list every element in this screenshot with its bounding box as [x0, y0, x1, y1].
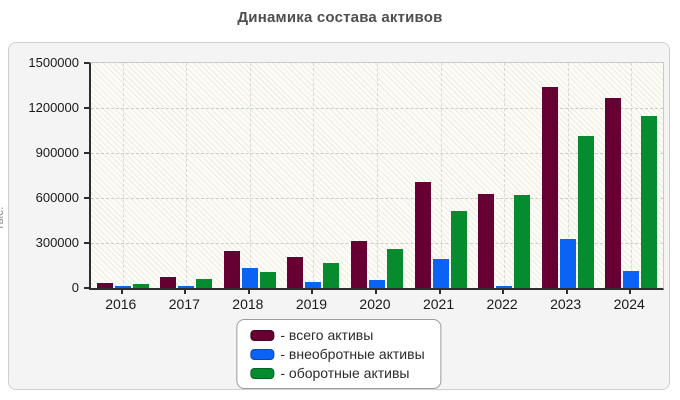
x-tick-mark — [311, 289, 314, 294]
v-gridline — [567, 63, 569, 288]
x-tick-mark — [438, 289, 441, 294]
bar-noncurrent-2018 — [241, 267, 258, 288]
bar-noncurrent-2022 — [496, 286, 513, 288]
y-tick-label: 1500000 — [28, 55, 79, 70]
bar-noncurrent-2021 — [432, 258, 449, 288]
bar-current-2021 — [450, 210, 467, 288]
bar-total-2018 — [223, 251, 240, 288]
bar-total-2020 — [350, 240, 367, 288]
x-tick-mark — [565, 289, 568, 294]
bar-total-2022 — [478, 193, 495, 288]
x-tick-label-2022: 2022 — [486, 296, 518, 312]
bar-group-2018 — [218, 251, 282, 288]
legend-label: - внеобротные активы — [280, 346, 425, 362]
y-tick-label: 900000 — [35, 145, 79, 160]
y-tick-label: 1200000 — [28, 100, 79, 115]
v-gridline — [249, 63, 251, 288]
x-tick-mark — [375, 289, 377, 294]
legend-label: - всего активы — [280, 327, 374, 343]
plot-area — [89, 62, 664, 290]
x-tick-label-2021: 2021 — [422, 296, 455, 312]
bar-noncurrent-2017 — [178, 286, 195, 288]
x-tick-label-2020: 2020 — [359, 296, 391, 312]
legend-label: - оборотные активы — [280, 365, 410, 381]
bar-current-2016 — [132, 284, 149, 288]
bar-group-2023 — [536, 87, 600, 288]
bar-current-2024 — [641, 115, 658, 288]
v-gridline — [440, 63, 442, 288]
legend-swatch-icon — [250, 367, 275, 379]
bar-group-2020 — [345, 240, 409, 288]
v-gridline — [377, 63, 378, 288]
bar-total-2019 — [287, 256, 304, 288]
y-tick-label: 0 — [71, 280, 79, 295]
x-tick-label-2016: 2016 — [105, 296, 137, 312]
bar-noncurrent-2016 — [114, 286, 131, 288]
legend: - всего активы - внеобротные активы - обор… — [236, 319, 442, 389]
x-tick-mark — [502, 289, 505, 294]
v-gridline — [631, 63, 633, 288]
x-tick-label-2019: 2019 — [295, 296, 328, 312]
bar-group-2024 — [599, 98, 663, 288]
bar-current-2018 — [259, 271, 276, 288]
x-tick-mark — [120, 289, 123, 294]
bar-group-2019 — [282, 256, 346, 288]
legend-swatch-icon — [250, 348, 275, 360]
x-tick-label-2017: 2017 — [168, 296, 200, 312]
v-gridline — [122, 63, 124, 288]
x-tick-mark — [629, 289, 632, 294]
bar-current-2020 — [386, 249, 403, 288]
bar-group-2016 — [91, 282, 155, 288]
v-gridline — [313, 63, 315, 288]
bar-group-2022 — [472, 193, 536, 288]
y-tick-mark — [84, 152, 89, 154]
y-tick-label: 600000 — [35, 190, 79, 205]
bar-total-2024 — [605, 98, 622, 288]
chart-title: Динамика состава активов — [237, 9, 443, 26]
bar-current-2023 — [577, 135, 594, 288]
y-tick-mark — [84, 62, 89, 64]
bar-total-2017 — [160, 276, 177, 288]
y-tick-mark — [84, 197, 89, 199]
bar-noncurrent-2023 — [559, 239, 576, 288]
legend-item: - оборотные активы — [250, 365, 424, 381]
v-gridline — [504, 63, 506, 288]
x-tick-label-2023: 2023 — [550, 296, 582, 312]
x-tick-mark — [247, 289, 250, 294]
bar-current-2017 — [196, 278, 213, 288]
legend-item: - внеобротные активы — [250, 346, 425, 362]
bar-current-2022 — [514, 195, 531, 288]
bar-noncurrent-2019 — [305, 282, 322, 288]
bar-total-2021 — [414, 181, 431, 288]
y-tick-mark — [84, 107, 89, 109]
y-tick-mark — [84, 242, 89, 244]
y-tick-mark — [84, 287, 89, 289]
y-axis-label: тыс. — [0, 206, 6, 230]
x-tick-label-2018: 2018 — [232, 296, 264, 312]
bar-total-2016 — [96, 282, 113, 288]
legend-item: - всего активы — [250, 327, 424, 343]
bar-noncurrent-2020 — [368, 279, 385, 288]
x-tick-mark — [184, 289, 187, 294]
bar-group-2021 — [409, 181, 473, 288]
bar-current-2019 — [323, 262, 340, 288]
legend-swatch-icon — [250, 329, 275, 341]
y-tick-label: 300000 — [35, 235, 79, 250]
bar-group-2017 — [155, 276, 219, 288]
bar-total-2023 — [541, 87, 558, 288]
chart-panel: тыс. 0 300000 600000 900000 1200000 1500000 2… — [0, 42, 670, 390]
bar-noncurrent-2024 — [623, 270, 640, 288]
x-tick-label-2024: 2024 — [613, 296, 645, 312]
v-gridline — [186, 63, 188, 288]
